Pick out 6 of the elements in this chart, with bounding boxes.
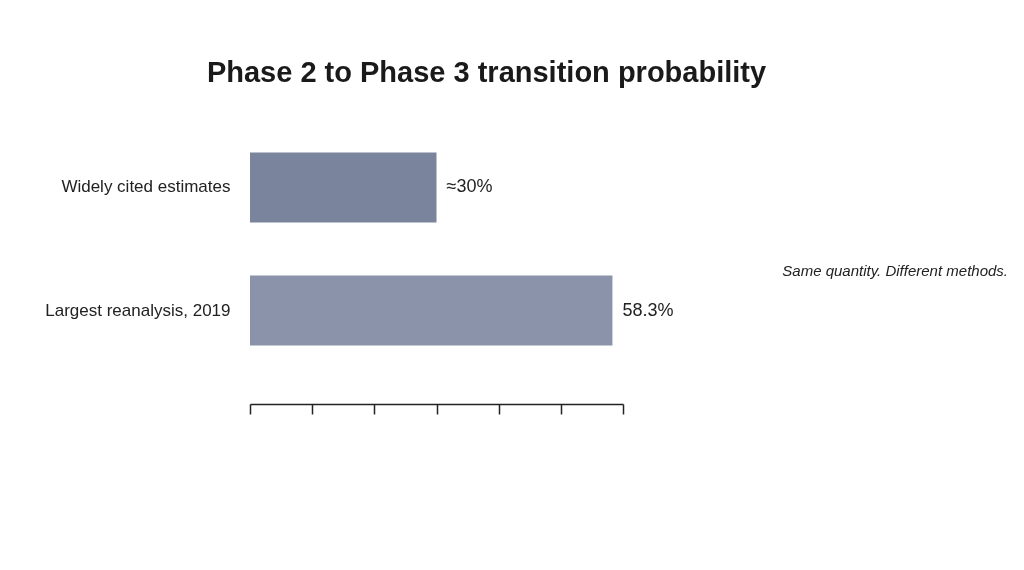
data-label: 58.3%	[622, 299, 674, 320]
y-tick-label: Largest reanalysis, 2019	[45, 300, 231, 320]
chart-title: Phase 2 to Phase 3 transition probability	[206, 56, 767, 88]
data-label: ≈30%	[446, 176, 493, 197]
y-tick-label: Widely cited estimates	[61, 177, 231, 197]
text: Same quantity. Different methods.	[782, 262, 1008, 279]
